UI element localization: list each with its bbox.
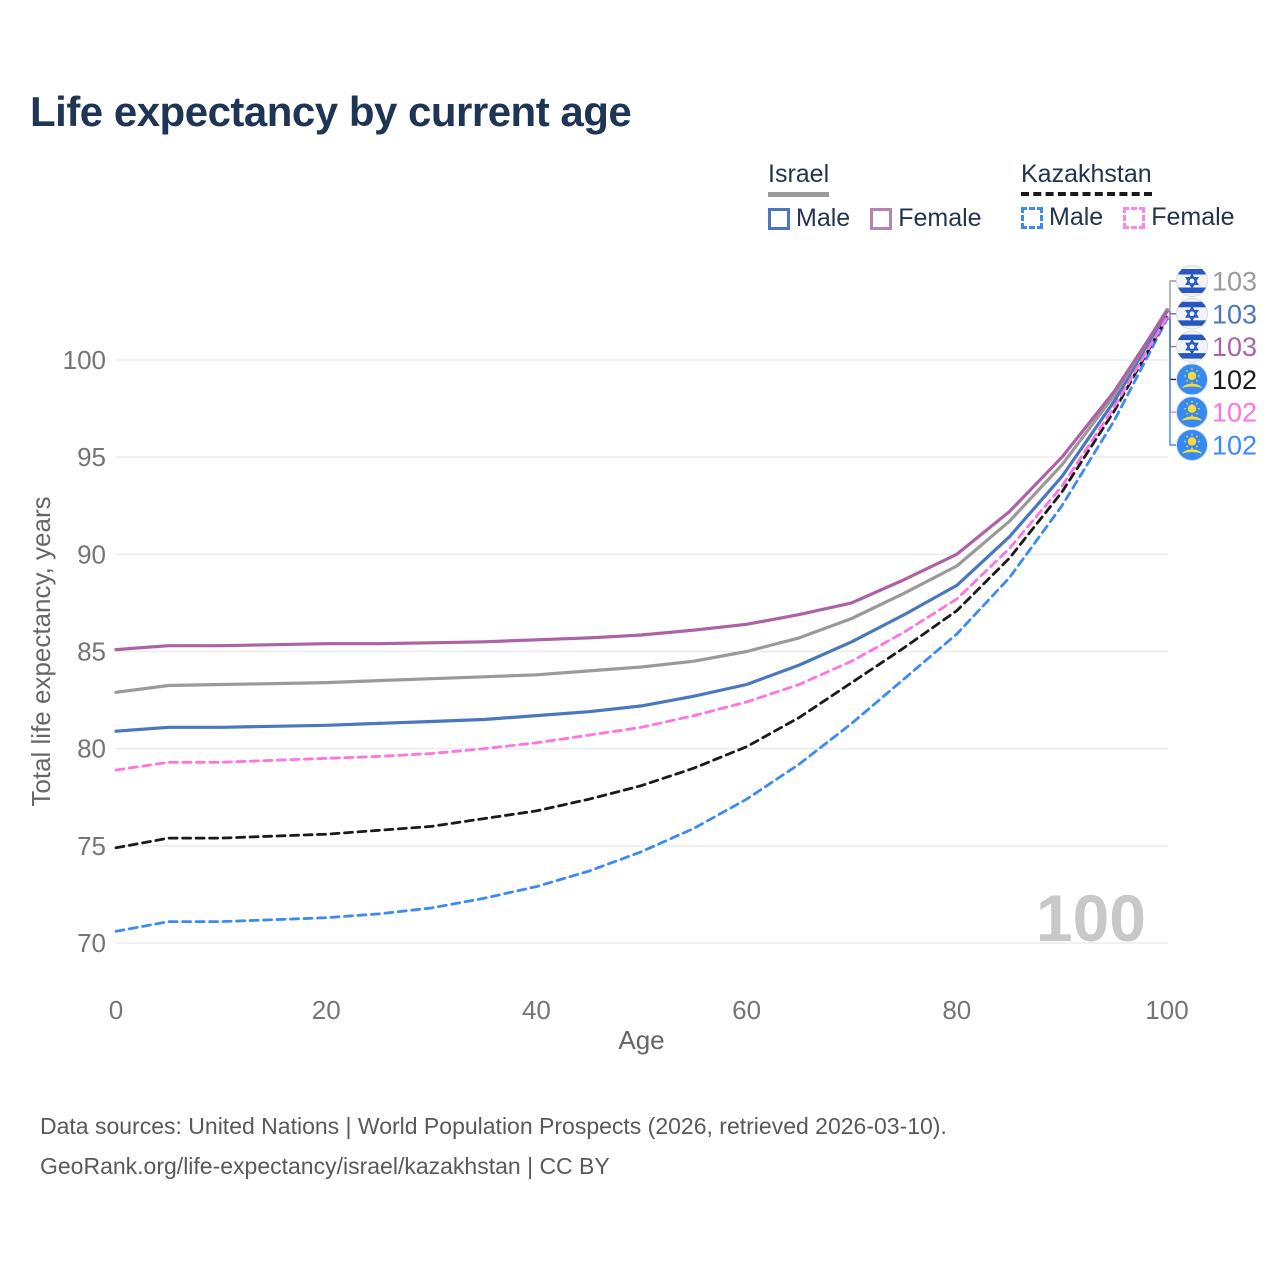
x-tick-20: 20 xyxy=(312,995,341,1025)
kazakhstan-flag-icon xyxy=(1176,429,1208,461)
leader-line xyxy=(1167,318,1176,446)
kazakhstan-female-swatch[interactable] xyxy=(1123,206,1146,229)
x-tick-80: 80 xyxy=(942,995,971,1025)
israel-flag-icon xyxy=(1176,297,1208,330)
x-axis-title: Age xyxy=(618,1025,664,1055)
age-watermark: 100 xyxy=(1036,881,1146,955)
israel-flag-icon xyxy=(1176,330,1208,363)
kazakhstan-female-label[interactable]: Female xyxy=(1151,203,1235,231)
series-line-israel-both-sexes[interactable] xyxy=(114,307,1169,694)
end-value-label: 103 xyxy=(1212,332,1257,362)
israel-female-label[interactable]: Female xyxy=(898,204,982,232)
x-tick-0: 0 xyxy=(109,995,123,1025)
page-title: Life expectancy by current age xyxy=(30,88,632,135)
y-tick-95: 95 xyxy=(77,442,106,472)
legend-country-israel[interactable]: Israel xyxy=(768,160,830,197)
series-line-kazakhstan-male[interactable] xyxy=(114,317,1169,933)
legend: Israel Male Female Kazakhstan Male Femal… xyxy=(0,160,1280,250)
end-value-label: 103 xyxy=(1212,267,1257,297)
israel-flag-icon xyxy=(1176,265,1208,297)
kazakhstan-male-label[interactable]: Male xyxy=(1049,203,1104,231)
legend-country-kazakhstan[interactable]: Kazakhstan xyxy=(1021,160,1152,196)
kazakhstan-male-swatch[interactable] xyxy=(1021,206,1043,229)
y-tick-100: 100 xyxy=(63,345,106,375)
end-value-label: 103 xyxy=(1212,299,1257,329)
israel-female-swatch[interactable] xyxy=(870,207,893,230)
series-line-israel-male[interactable] xyxy=(114,309,1169,733)
footer-data-sources: Data sources: United Nations | World Pop… xyxy=(40,1113,947,1139)
series-line-kazakhstan-female[interactable] xyxy=(114,315,1169,772)
footer: Data sources: United Nations | World Pop… xyxy=(40,1106,947,1186)
legend-group-kazakhstan: Kazakhstan Male Female xyxy=(1021,160,1255,232)
israel-male-label[interactable]: Male xyxy=(796,204,851,232)
leader-line xyxy=(1167,280,1176,311)
y-axis-title: Total life expectancy, years xyxy=(26,496,56,806)
y-tick-85: 85 xyxy=(77,637,106,667)
y-tick-90: 90 xyxy=(77,539,106,569)
end-value-label: 102 xyxy=(1212,431,1257,461)
kazakhstan-flag-icon xyxy=(1176,363,1208,396)
x-tick-40: 40 xyxy=(522,995,551,1025)
x-tick-100: 100 xyxy=(1145,995,1188,1025)
israel-male-swatch[interactable] xyxy=(768,207,790,230)
footer-attribution: GeoRank.org/life-expectancy/israel/kazak… xyxy=(40,1153,610,1179)
series-line-kazakhstan-both-sexes[interactable] xyxy=(114,315,1169,850)
legend-group-israel: Israel Male Female xyxy=(768,160,1002,233)
end-value-label: 102 xyxy=(1212,398,1257,428)
series-line-israel-female[interactable] xyxy=(114,309,1169,652)
y-tick-80: 80 xyxy=(77,734,106,764)
leader-line xyxy=(1167,316,1176,413)
end-value-label: 102 xyxy=(1212,365,1257,395)
leader-line xyxy=(1167,316,1176,381)
y-tick-70: 70 xyxy=(77,928,106,958)
kazakhstan-flag-icon xyxy=(1176,396,1208,429)
x-tick-60: 60 xyxy=(732,995,761,1025)
y-tick-75: 75 xyxy=(77,831,106,861)
